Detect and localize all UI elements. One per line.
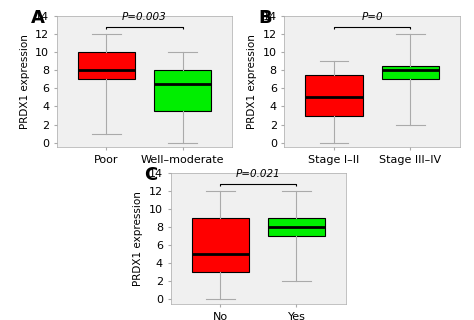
PathPatch shape [78,52,135,79]
Text: A: A [30,9,45,28]
Y-axis label: PRDX1 expression: PRDX1 expression [133,191,143,286]
PathPatch shape [191,218,249,272]
Text: C: C [144,166,157,184]
Y-axis label: PRDX1 expression: PRDX1 expression [19,34,29,129]
Y-axis label: PRDX1 expression: PRDX1 expression [247,34,257,129]
Text: P=0.003: P=0.003 [122,12,167,22]
Text: P=0.021: P=0.021 [236,169,281,179]
Text: P=0: P=0 [361,12,383,22]
PathPatch shape [268,218,325,236]
PathPatch shape [305,75,363,116]
Text: B: B [258,9,272,28]
PathPatch shape [382,66,439,79]
PathPatch shape [154,70,211,111]
